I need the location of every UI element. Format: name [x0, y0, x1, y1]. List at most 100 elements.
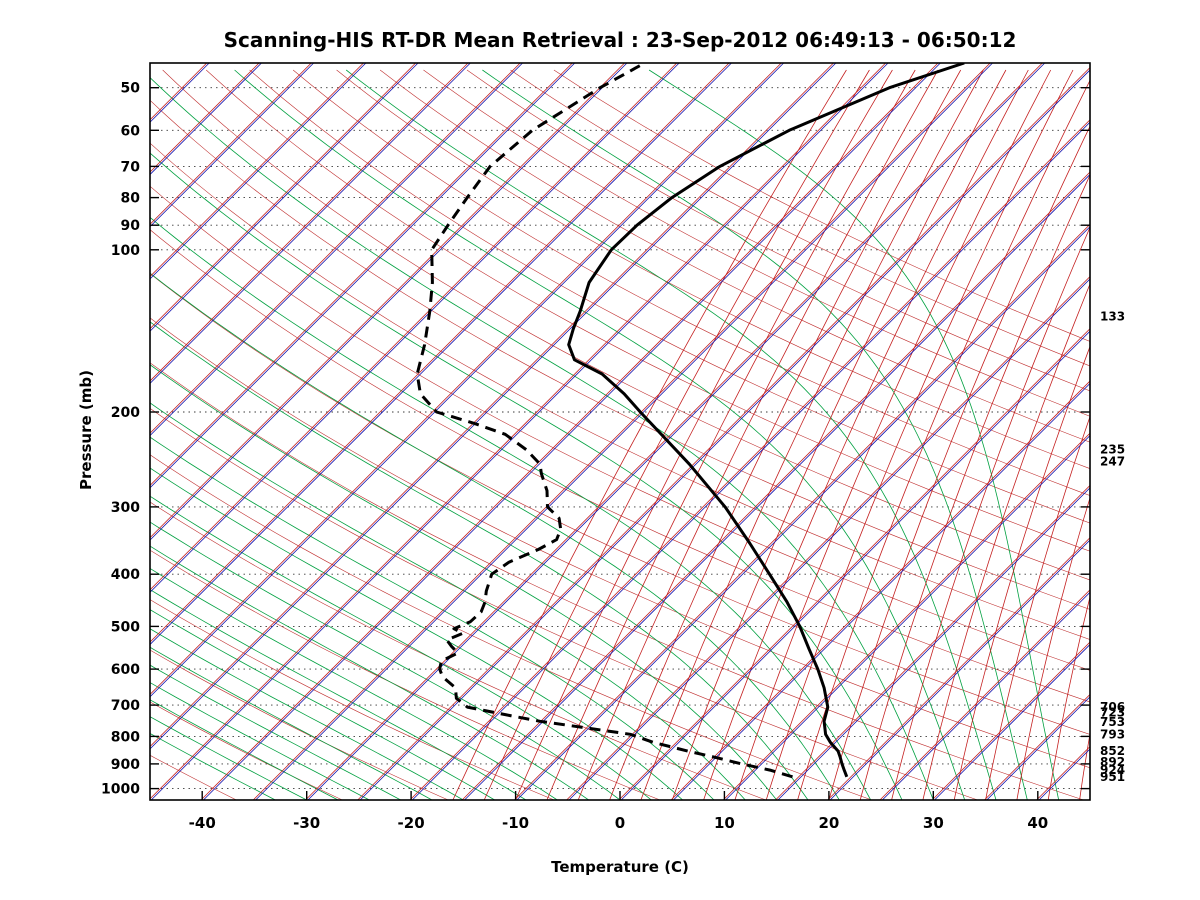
isotherm-line-blue — [986, 696, 1090, 800]
dry-adiabat-line — [423, 69, 1090, 417]
moist-adiabat-line — [150, 732, 276, 800]
isotherm-line-blue — [1091, 63, 1200, 800]
isotherm-line-red — [775, 484, 1090, 800]
dry-adiabat-line — [205, 69, 1090, 552]
moist-adiabat-line — [150, 609, 495, 800]
right-level-label: 951 — [1100, 770, 1125, 784]
moist-adiabat-line — [150, 152, 903, 800]
moist-adiabat-line — [234, 69, 966, 800]
mixing-ratio-line — [1016, 496, 1090, 800]
isotherm-line-blue — [568, 278, 1090, 800]
dry-adiabat-line — [379, 69, 1090, 443]
dry-adiabat-line — [292, 69, 1090, 496]
moist-adiabat-line — [150, 495, 652, 800]
right-level-label: 706 — [1100, 700, 1125, 714]
isotherm-line-red — [461, 171, 1090, 800]
y-tick-label: 700 — [111, 698, 140, 714]
dry-adiabat-line — [0, 70, 25, 800]
isotherm-line-red — [827, 537, 1090, 800]
moist-adiabat-line — [150, 628, 464, 800]
moist-adiabat-line — [648, 69, 1060, 800]
x-tick-label: 30 — [923, 814, 944, 832]
right-level-label: 852 — [1100, 744, 1125, 758]
x-tick-label: 20 — [818, 814, 839, 832]
mixing-ratio-line — [985, 415, 1090, 800]
right-level-label: 892 — [1100, 755, 1125, 769]
mixing-ratio-line — [671, 69, 1007, 800]
mixing-ratio-line — [797, 79, 1090, 800]
moist-adiabat-line — [345, 69, 997, 800]
isotherm-line-red — [150, 63, 521, 434]
mixing-ratio-line — [828, 125, 1090, 800]
moist-adiabat-line — [150, 664, 401, 800]
right-level-label: 924 — [1100, 763, 1125, 777]
isotherm-line-red — [722, 432, 1090, 800]
isotherm-line-blue — [777, 487, 1090, 800]
isotherm-line-blue — [620, 330, 1090, 800]
moist-adiabat-line — [150, 77, 934, 800]
moist-adiabat-line — [150, 467, 683, 800]
isotherm-line-blue — [150, 63, 837, 750]
dry-adiabat-line — [150, 185, 1090, 671]
x-axis-label: Temperature (C) — [551, 858, 689, 876]
dry-adiabat-line — [150, 599, 555, 800]
dry-adiabat-line — [0, 70, 131, 800]
y-tick-label: 500 — [111, 619, 140, 635]
isotherm-line-red — [566, 275, 1090, 800]
x-tick-label: 0 — [615, 814, 625, 832]
isotherm-line-red — [879, 589, 1090, 800]
dry-adiabat-line — [150, 317, 1090, 769]
right-level-label: 723 — [1100, 706, 1125, 720]
x-tick-label: 40 — [1027, 814, 1048, 832]
isotherm-line-blue — [150, 63, 471, 384]
isotherm-line-blue — [829, 539, 1090, 800]
isotherm-line-blue — [412, 121, 1090, 800]
mixing-ratio-line — [452, 69, 847, 800]
isotherm-line-blue — [516, 226, 1090, 800]
isotherm-line-red — [514, 223, 1090, 800]
right-level-label: 133 — [1100, 310, 1125, 324]
moist-adiabat-line — [150, 682, 370, 800]
right-level-label: 247 — [1100, 454, 1125, 468]
mixing-ratio-line — [953, 345, 1090, 800]
isotherm-line-blue — [150, 63, 680, 593]
moist-adiabat-line — [150, 589, 527, 800]
moist-adiabat-line — [150, 699, 339, 800]
isotherm-line-blue — [464, 173, 1090, 800]
isotherm-line-red — [150, 63, 886, 800]
x-tick-label: -30 — [293, 814, 320, 832]
moist-adiabat-line — [150, 646, 433, 800]
dry-adiabat-line — [150, 501, 767, 800]
y-tick-label: 900 — [111, 757, 140, 773]
isotherm-line-blue — [150, 63, 367, 280]
right-level-label: 793 — [1100, 727, 1125, 741]
y-tick-label: 100 — [111, 243, 140, 259]
moist-adiabat-line — [150, 321, 809, 800]
moist-adiabat-line — [150, 402, 746, 800]
y-tick-label: 80 — [121, 191, 141, 207]
isotherm-line-blue — [150, 63, 732, 646]
y-tick-label: 50 — [121, 81, 141, 97]
dry-adiabat-line — [150, 407, 978, 800]
dry-adiabat-line — [466, 69, 1090, 392]
temperature-profile — [567, 63, 965, 778]
dry-adiabat-line — [510, 69, 1090, 367]
isotherm-line-blue — [255, 63, 993, 800]
right-level-label: 753 — [1100, 715, 1125, 729]
isotherm-line-blue — [150, 63, 628, 541]
y-tick-label: 400 — [111, 567, 140, 583]
y-tick-label: 800 — [111, 729, 140, 745]
moist-adiabat-line — [482, 69, 1028, 800]
chart-title: Scanning-HIS RT-DR Mean Retrieval : 23-S… — [223, 28, 1017, 52]
moist-adiabat-line — [150, 436, 715, 800]
isotherm-line-red — [618, 328, 1090, 800]
isotherm-line-blue — [934, 643, 1090, 800]
isotherm-line-red — [200, 63, 939, 800]
isotherm-line-red — [150, 63, 678, 591]
y-tick-label: 1000 — [101, 782, 140, 798]
x-tick-label: -10 — [502, 814, 529, 832]
isotherm-line-blue — [203, 63, 941, 800]
mixing-ratio-line — [922, 282, 1090, 800]
